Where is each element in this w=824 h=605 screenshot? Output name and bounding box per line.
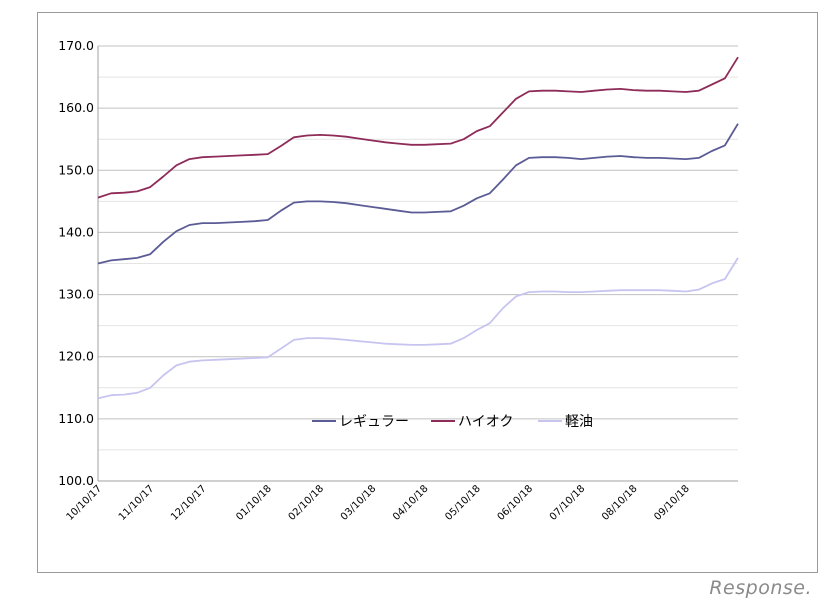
x-tick-label: 09/10/18 [652, 483, 692, 523]
series-line [97, 56, 739, 199]
x-tick-label: 01/10/18 [234, 483, 274, 523]
legend-label: レギュラー [339, 414, 409, 430]
x-tick-label: 05/10/18 [443, 483, 483, 523]
chart-frame: 100.0 110.0 120.0 130.0 140.0 150.0 160.0 170.0… [37, 12, 818, 573]
x-tick-label: 12/10/17 [169, 483, 209, 523]
y-tick-label: 120.0 [58, 349, 94, 364]
gridlines [98, 45, 738, 482]
legend-label: ハイオク [458, 414, 513, 430]
y-tick-label: 140.0 [58, 224, 94, 239]
response-watermark: Response. [709, 577, 812, 599]
y-tick-label: 170.0 [58, 38, 94, 53]
x-tick-label: 07/10/18 [548, 483, 588, 523]
y-tick-label: 130.0 [58, 287, 94, 302]
series-line [97, 123, 739, 265]
series-line [97, 257, 739, 400]
x-tick-label: 03/10/18 [339, 483, 379, 523]
y-tick-label: 110.0 [58, 411, 94, 426]
x-tick-label: 11/10/17 [117, 483, 157, 523]
x-tick-label: 06/10/18 [496, 483, 536, 523]
y-tick-label: 160.0 [58, 100, 94, 115]
x-tick-label: 10/10/17 [65, 483, 105, 523]
line-chart: 100.0 110.0 120.0 130.0 140.0 150.0 160.0 170.0… [58, 38, 739, 523]
x-tick-label: 04/10/18 [391, 483, 431, 523]
y-axis: 100.0 110.0 120.0 130.0 140.0 150.0 160.0 170.0 [58, 38, 99, 488]
y-tick-label: 100.0 [58, 473, 94, 488]
legend-label: 軽油 [565, 414, 593, 430]
series-lines [97, 56, 739, 400]
x-tick-label: 08/10/18 [600, 483, 640, 523]
x-tick-label: 02/10/18 [287, 483, 327, 523]
y-tick-label: 150.0 [58, 162, 94, 177]
x-axis: 10/10/17 11/10/17 12/10/17 01/10/18 02/10/18… [65, 480, 738, 523]
legend: レギュラー ハイオク 軽油 [312, 414, 593, 430]
